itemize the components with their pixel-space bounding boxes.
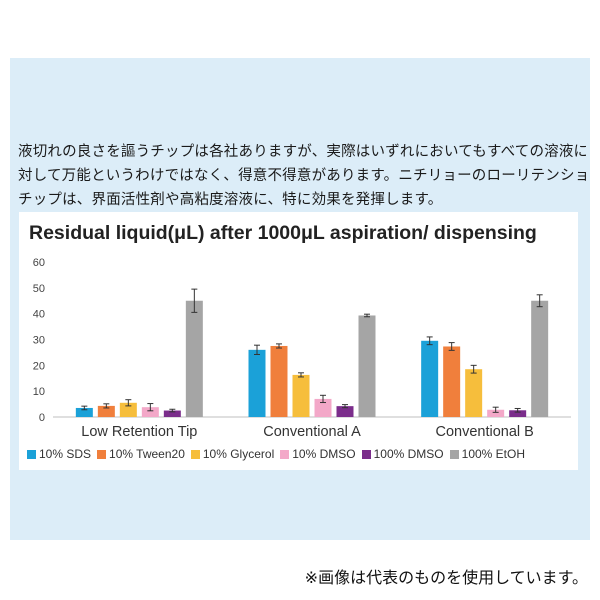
legend-swatch	[449, 449, 459, 459]
bar	[119, 402, 137, 417]
y-tick-label: 20	[33, 360, 45, 372]
bar	[531, 300, 549, 417]
legend-label: 10% Glycerol	[202, 447, 275, 461]
legend-label: 10% Tween20	[109, 447, 185, 461]
bar	[185, 300, 203, 417]
category-label: Conventional A	[263, 424, 361, 440]
legend-label: 100% DMSO	[373, 447, 444, 461]
y-tick-label: 30	[33, 335, 45, 347]
bar	[292, 374, 310, 417]
legend-swatch	[280, 449, 290, 459]
bar	[443, 346, 461, 417]
bar-chart: 0 10 20 30 40 50 60 Low Retention Tip Convention…	[33, 257, 571, 440]
category-label: Conventional B	[435, 424, 533, 440]
legend-label: 100% EtOH	[461, 447, 526, 461]
bar	[314, 398, 332, 417]
intro-line: 対して万能というわけではなく、得意不得意があります。ニチリョーのローリテンション	[18, 168, 586, 184]
chart-title: Residual liquid(μL) after 1000μL aspirat…	[29, 222, 537, 244]
intro-line: チップは、界面活性剤や高粘度溶液に、特に効果を発揮します。	[18, 192, 443, 208]
bar	[509, 410, 527, 417]
category-label: Low Retention Tip	[81, 424, 197, 440]
chart-card: 0 10 20 30 40 50 60 Low Retention Tip Convention…	[19, 212, 578, 470]
chart-legend: 10% SDS 10% Tween20 10% Glycerol 10% DMSO 10…	[27, 444, 577, 464]
legend-item: 100% DMSO	[361, 447, 444, 461]
y-tick-label: 40	[33, 309, 45, 321]
legend-item: 10% Glycerol	[190, 447, 275, 461]
legend-label: 10% DMSO	[292, 447, 356, 461]
bar	[487, 409, 505, 417]
legend-item: 10% SDS	[27, 447, 91, 461]
legend-swatch	[97, 449, 107, 459]
bar	[270, 345, 288, 417]
bar	[421, 340, 439, 417]
bar	[141, 407, 159, 417]
bar	[163, 410, 181, 417]
bar	[358, 315, 376, 417]
legend-item: 100% EtOH	[449, 447, 526, 461]
legend-label: 10% SDS	[39, 447, 92, 461]
intro-text: 液切れの良さを謳うチップは各社ありますが、実際はいずれにおいてもすべての溶液に …	[18, 140, 586, 212]
y-tick-label: 10	[33, 386, 45, 398]
bar	[465, 369, 483, 417]
legend-swatch	[190, 449, 200, 459]
bar	[336, 406, 354, 417]
y-tick-label: 0	[39, 412, 45, 424]
legend-item: 10% DMSO	[280, 447, 356, 461]
legend-swatch	[27, 449, 36, 459]
legend-swatch	[361, 449, 371, 459]
legend-item: 10% Tween20	[97, 447, 185, 461]
footnote: ※画像は代表のものを使用しています。	[304, 568, 588, 587]
y-tick-label: 50	[33, 283, 45, 295]
y-tick-label: 60	[33, 257, 45, 269]
bar	[97, 405, 115, 417]
bar	[248, 349, 266, 417]
intro-line: 液切れの良さを謳うチップは各社ありますが、実際はいずれにおいてもすべての溶液に	[18, 144, 586, 160]
bar	[75, 407, 93, 417]
